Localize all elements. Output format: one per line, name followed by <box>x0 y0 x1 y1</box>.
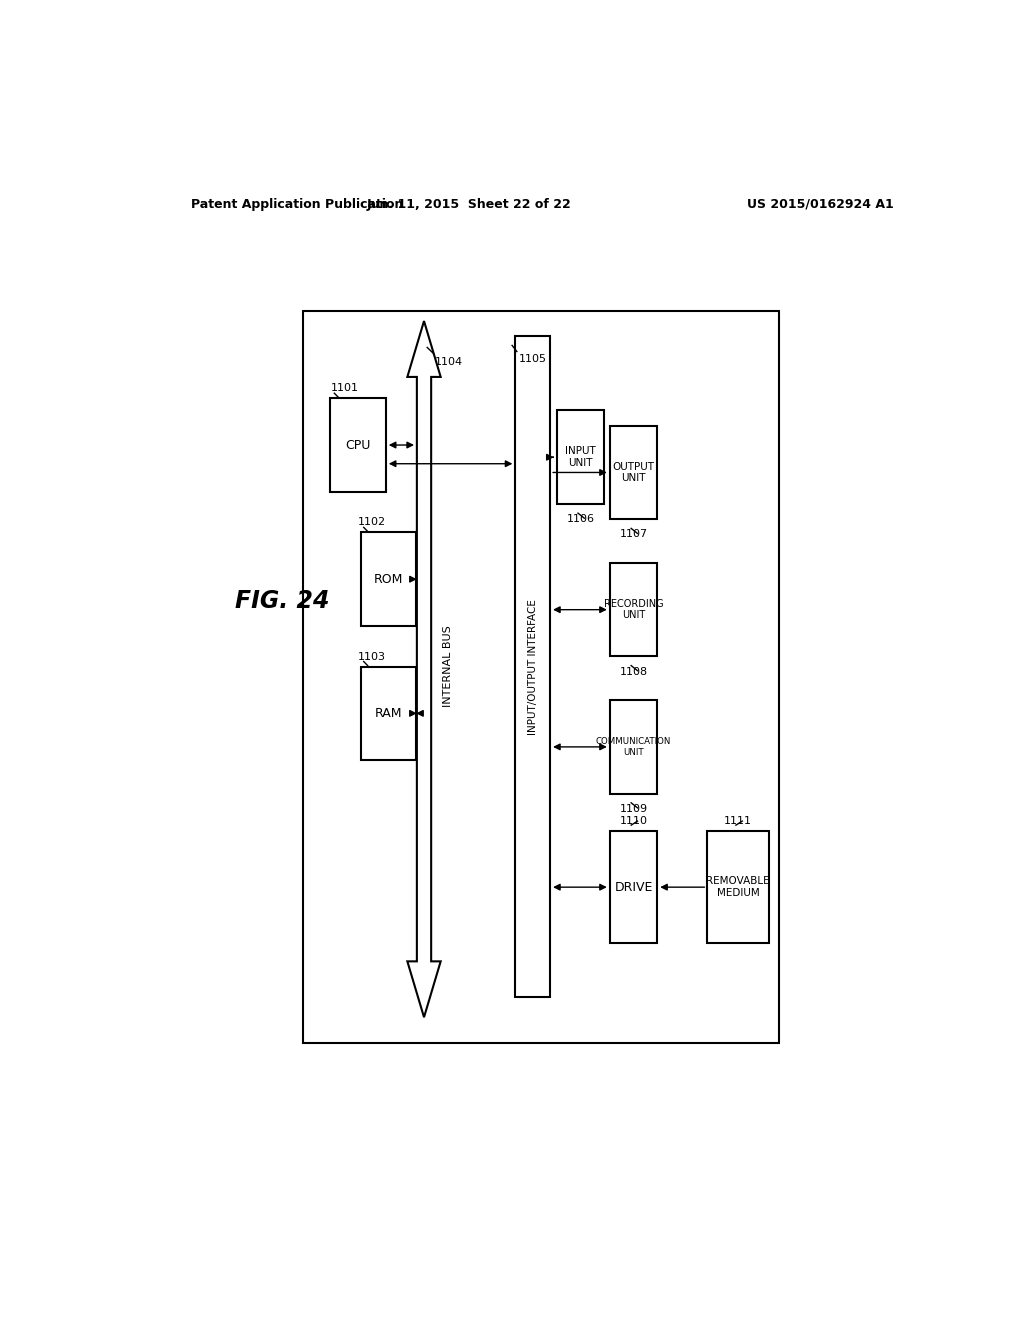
Bar <box>557 411 604 504</box>
Text: 1109: 1109 <box>620 804 647 814</box>
Bar <box>360 532 416 626</box>
Text: 1111: 1111 <box>724 816 753 826</box>
Text: COMMUNICATION
UNIT: COMMUNICATION UNIT <box>596 737 671 756</box>
Text: INPUT
UNIT: INPUT UNIT <box>565 446 596 469</box>
Text: INPUT/OUTPUT INTERFACE: INPUT/OUTPUT INTERFACE <box>527 599 538 734</box>
Text: DRIVE: DRIVE <box>614 880 652 894</box>
Text: OUTPUT
UNIT: OUTPUT UNIT <box>612 462 654 483</box>
Text: ROM: ROM <box>374 573 403 586</box>
Bar <box>360 667 416 760</box>
Text: FIG. 24: FIG. 24 <box>236 589 330 612</box>
Bar <box>609 700 657 793</box>
Text: REMOVABLE
MEDIUM: REMOVABLE MEDIUM <box>707 876 770 898</box>
Bar <box>331 399 386 492</box>
Text: 1110: 1110 <box>620 816 647 826</box>
Bar <box>515 337 550 997</box>
Text: US 2015/0162924 A1: US 2015/0162924 A1 <box>748 198 894 211</box>
Bar <box>708 832 769 942</box>
Text: RAM: RAM <box>375 706 402 719</box>
Text: 1108: 1108 <box>620 667 647 677</box>
Text: INTERNAL BUS: INTERNAL BUS <box>443 626 453 708</box>
Text: 1103: 1103 <box>358 652 386 661</box>
Text: 1106: 1106 <box>566 515 594 524</box>
Text: Patent Application Publication: Patent Application Publication <box>191 198 403 211</box>
Polygon shape <box>408 321 440 1018</box>
Text: Jun. 11, 2015  Sheet 22 of 22: Jun. 11, 2015 Sheet 22 of 22 <box>367 198 571 211</box>
Text: 1107: 1107 <box>620 529 647 540</box>
Text: RECORDING
UNIT: RECORDING UNIT <box>604 599 664 620</box>
Bar <box>609 562 657 656</box>
Bar <box>609 426 657 519</box>
Text: 1104: 1104 <box>435 356 463 367</box>
Bar <box>609 832 657 942</box>
Text: 1105: 1105 <box>518 354 547 363</box>
Text: 1101: 1101 <box>331 383 358 393</box>
Text: 1102: 1102 <box>358 517 386 528</box>
Bar <box>303 312 778 1043</box>
Text: CPU: CPU <box>345 438 371 451</box>
